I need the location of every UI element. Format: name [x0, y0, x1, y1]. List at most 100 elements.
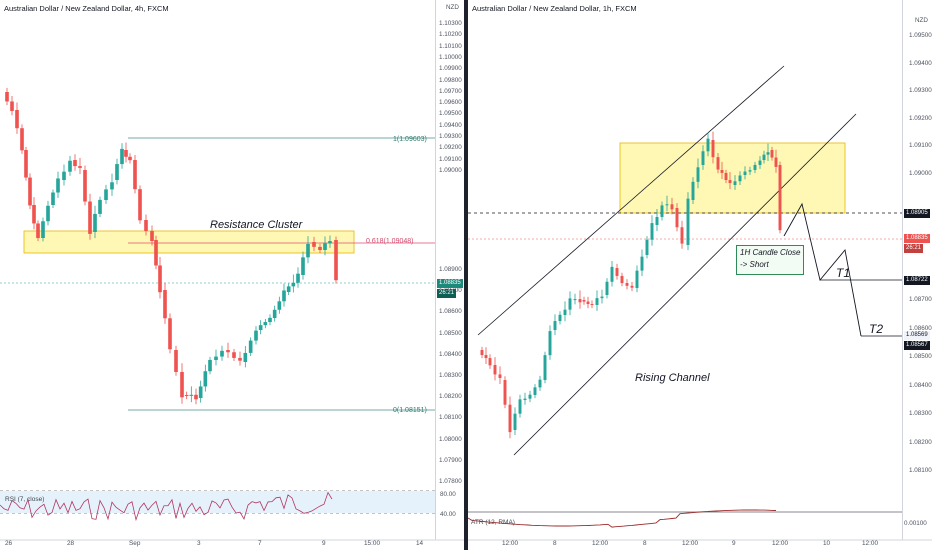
rsi-indicator-label[interactable]: RSI (7, close)	[5, 496, 45, 503]
left-tick-label: 1.09000	[439, 166, 462, 174]
right-tick-label: 1.08200	[909, 438, 932, 446]
candle-4h	[83, 170, 87, 202]
candle-1h	[528, 394, 532, 399]
candle-4h	[286, 286, 291, 292]
time-label: 3	[197, 540, 201, 547]
candle-1h	[680, 227, 684, 244]
fib-level-618-label: 0.618(1.09048)	[366, 238, 414, 245]
candle-4h	[5, 92, 9, 102]
candle-4h	[282, 290, 286, 302]
price-axis-4h[interactable]: NZD	[435, 0, 465, 540]
time-label: 9	[732, 540, 736, 547]
left-tick-label: 1.09100	[439, 155, 462, 163]
last-price-badge: 1.08835	[437, 279, 463, 288]
candle-4h	[104, 189, 108, 200]
candle-4h	[163, 290, 167, 319]
candle-4h	[154, 240, 158, 266]
right-tick-label: 1.09100	[909, 142, 932, 149]
left-tick-label: 1.09600	[439, 99, 462, 107]
candle-4h	[93, 213, 97, 232]
candle-1h	[508, 404, 512, 433]
left-tick-label: 1.08500	[439, 329, 462, 337]
time-label: 8	[643, 540, 647, 547]
left-tick-label: 1.08100	[439, 414, 462, 422]
rsi-level-80: 80.00	[440, 491, 456, 498]
resistance-cluster-label: Resistance Cluster	[210, 219, 303, 231]
countdown-badge: 26:21	[904, 244, 924, 253]
candle-4h	[306, 243, 310, 258]
candle-4h	[272, 309, 277, 318]
candle-4h	[334, 240, 338, 281]
time-label: 12:00	[862, 540, 878, 547]
candle-1h	[620, 275, 624, 284]
atr-indicator-label[interactable]: ATR (12, RMA)	[471, 519, 515, 526]
left-tick-label: 1.09200	[439, 144, 462, 152]
left-tick-label: 1.10300	[439, 20, 462, 27]
candle-1h	[605, 281, 609, 295]
t1-price-badge: 1.08722	[904, 276, 930, 285]
candle-4h	[168, 318, 172, 350]
candle-4h	[144, 220, 148, 232]
countdown-badge: 26:21	[437, 289, 457, 298]
right-tick-label: 1.08600	[909, 324, 932, 332]
candle-1h	[523, 398, 527, 400]
right-tick-label: 1.08700	[909, 296, 932, 303]
candle-1h	[696, 167, 700, 182]
left-tick-label: 1.10200	[439, 31, 462, 39]
right-tick-label: 1.09200	[909, 114, 932, 122]
candle-4h	[110, 182, 114, 190]
candle-1h	[582, 300, 586, 302]
candle-1h	[645, 239, 649, 255]
left-tick-label: 1.09300	[439, 133, 462, 140]
candle-1h	[630, 285, 634, 288]
candle-4h	[277, 301, 282, 310]
left-tick-label: 1.08900	[439, 266, 462, 273]
price-axis-1h[interactable]: NZD	[902, 0, 932, 540]
candle-1h	[738, 175, 742, 182]
candle-4h	[56, 178, 60, 193]
candle-4h	[32, 205, 36, 224]
pane-divider[interactable]	[464, 0, 468, 550]
candle-1h	[480, 350, 484, 356]
time-label: 12:00	[592, 540, 608, 547]
candle-1h	[586, 301, 590, 305]
time-label: 12:00	[682, 540, 698, 547]
time-label: 15:00	[364, 540, 380, 547]
chart-pane-4h[interactable]: Australian Dollar / New Zealand Dollar, …	[0, 0, 464, 550]
left-tick-label: 1.09700	[439, 87, 462, 95]
candle-1h	[655, 216, 659, 225]
chart-pane-1h[interactable]: Australian Dollar / New Zealand Dollar, …	[468, 0, 932, 550]
candle-1h	[573, 299, 577, 301]
time-label: Sep	[129, 540, 141, 547]
left-tick-label: 1.07800	[439, 478, 462, 485]
candle-1h	[665, 204, 669, 206]
left-tick-label: 1.08400	[439, 350, 462, 358]
price-chart-1h[interactable]	[468, 0, 932, 550]
candle-1h	[716, 157, 720, 170]
candle-1h	[774, 157, 778, 167]
fib-level-1-label: 1(1.09603)	[393, 136, 427, 143]
left-tick-label: 1.10100	[439, 42, 462, 50]
candle-1h	[758, 160, 762, 165]
currency-label: NZD	[446, 4, 459, 11]
channel-upper-line	[477, 65, 785, 336]
left-tick-label: 1.10000	[439, 53, 462, 61]
candle-4h	[98, 199, 102, 214]
candle-4h	[254, 330, 258, 341]
candle-4h	[220, 350, 224, 357]
rsi-band	[0, 491, 435, 513]
price-chart-4h[interactable]	[0, 0, 464, 550]
left-tick-label: 1.08000	[439, 435, 462, 443]
candle-1h	[743, 171, 747, 175]
candle-1h	[518, 399, 522, 414]
chart-title-1h: Australian Dollar / New Zealand Dollar, …	[472, 4, 637, 13]
candle-4h	[46, 205, 50, 222]
left-tick-label: 1.09500	[439, 110, 462, 118]
resistance-zone-1h	[619, 142, 846, 214]
candle-1h	[724, 172, 728, 181]
candle-1h	[568, 298, 572, 310]
candle-4h	[248, 340, 253, 353]
candle-1h	[691, 181, 695, 200]
candle-1h	[778, 165, 782, 231]
candle-4h	[62, 171, 66, 180]
